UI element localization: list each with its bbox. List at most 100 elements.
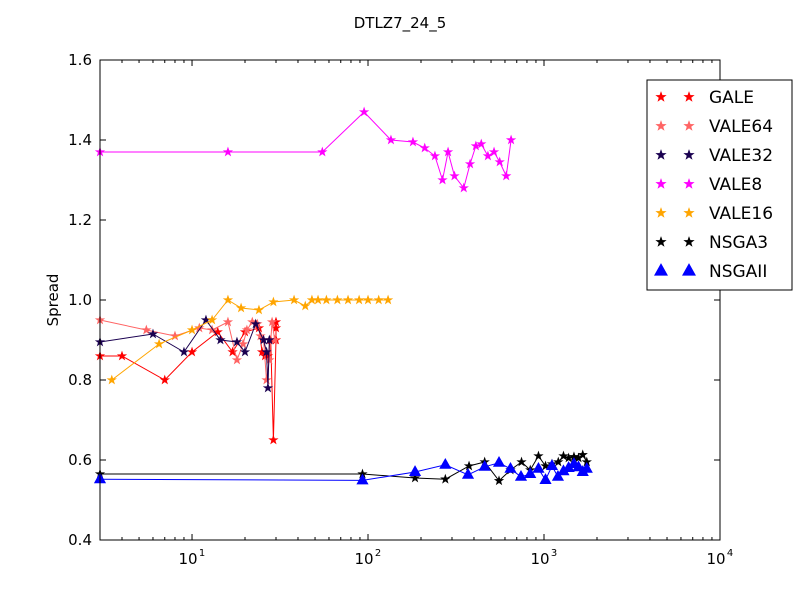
data-point: [478, 459, 491, 471]
x-tick-exponent: 3: [551, 548, 557, 559]
data-point: [382, 294, 394, 305]
y-tick-label: 1.2: [68, 211, 92, 229]
data-point: [147, 328, 159, 339]
series-nsgaii: [93, 455, 593, 485]
x-tick-label: 10: [530, 550, 549, 568]
data-point: [231, 354, 243, 365]
plot-frame: [99, 59, 721, 541]
data-point: [239, 346, 251, 357]
data-point: [215, 334, 226, 345]
data-point: [577, 449, 588, 460]
data-point: [516, 456, 527, 467]
legend-label: NSGA3: [709, 233, 768, 253]
legend-label: GALE: [709, 88, 754, 108]
x-tick-label: 10: [178, 550, 197, 568]
data-point: [558, 450, 569, 461]
data-point: [206, 324, 218, 335]
legend-item-vale32: VALE32: [655, 146, 773, 166]
data-point: [250, 318, 261, 329]
legend-item-nsga3: NSGA3: [655, 233, 768, 253]
ticks-layer: 0.40.60.81.01.21.41.610 1 10 2 10 3 10 4: [68, 51, 733, 568]
data-point: [362, 294, 374, 305]
data-point: [493, 475, 505, 486]
data-point: [488, 146, 500, 157]
data-point: [288, 294, 300, 305]
data-point: [261, 346, 272, 357]
data-point: [458, 182, 469, 193]
data-point: [505, 134, 517, 145]
legend-marker: [683, 207, 695, 218]
data-point: [501, 170, 512, 181]
data-point: [409, 472, 421, 483]
data-point: [551, 469, 565, 481]
series-line: [99, 319, 270, 389]
data-point: [255, 330, 266, 341]
data-point: [373, 294, 384, 305]
data-point: [492, 455, 506, 467]
legend-marker: [655, 149, 667, 160]
data-point: [300, 300, 311, 311]
data-point: [532, 461, 545, 473]
data-point: [235, 302, 247, 313]
data-point: [153, 338, 165, 349]
series-layer: [93, 106, 593, 486]
y-tick-label: 1.4: [68, 131, 92, 149]
legend-label: VALE64: [709, 117, 773, 137]
x-tick-label: 10: [706, 550, 725, 568]
x-tick-exponent: 2: [375, 548, 381, 559]
legend-item-vale8: VALE8: [655, 175, 762, 195]
data-point: [241, 324, 253, 335]
data-point: [264, 354, 275, 365]
data-point: [482, 150, 494, 161]
legend-marker: [655, 120, 667, 131]
x-tick-label: 10: [354, 550, 373, 568]
legend-label: VALE16: [709, 204, 773, 224]
data-point: [321, 294, 332, 305]
data-point: [353, 294, 365, 305]
data-point: [206, 314, 218, 325]
legend-item-vale64: VALE64: [655, 117, 773, 137]
legend-item-gale: GALE: [655, 88, 754, 108]
data-point: [231, 336, 243, 347]
data-point: [266, 316, 278, 327]
legend-label: VALE32: [709, 146, 773, 166]
data-point: [222, 146, 234, 157]
legend-marker: [683, 120, 695, 131]
y-tick-label: 1.6: [68, 51, 92, 69]
data-point: [440, 473, 451, 484]
data-point: [222, 316, 234, 327]
legend-marker: [655, 91, 667, 102]
legend-marker: [655, 207, 667, 218]
data-point: [545, 459, 559, 471]
legend-marker: [655, 178, 667, 189]
data-point: [237, 338, 249, 349]
series-line: [100, 111, 512, 190]
y-tick-label: 0.4: [68, 531, 92, 549]
series-gale: [94, 316, 282, 445]
legend-marker: [683, 91, 695, 102]
data-point: [437, 174, 448, 185]
data-point: [186, 324, 198, 335]
data-point: [264, 334, 275, 345]
data-point: [141, 324, 152, 335]
data-point: [261, 374, 272, 385]
legend-box: [646, 79, 793, 291]
y-tick-label: 0.6: [68, 451, 92, 469]
data-point: [106, 374, 117, 385]
legend-marker: [683, 178, 695, 189]
legend-marker: [683, 236, 695, 247]
data-point: [533, 450, 544, 461]
data-point: [476, 138, 487, 149]
data-point: [408, 465, 422, 477]
series-vale64: [94, 314, 280, 385]
legend: GALE VALE64 VALE32 VALE8 VALE16 NSGA3 NSGAII: [646, 79, 793, 291]
y-axis-label: Spread: [44, 274, 62, 327]
legend-item-nsgaii: NSGAII: [654, 262, 767, 282]
legend-marker: [655, 236, 667, 247]
x-tick-exponent: 1: [199, 548, 205, 559]
data-point: [227, 346, 238, 357]
series-line: [100, 454, 588, 482]
data-point: [186, 346, 198, 357]
data-point: [342, 294, 354, 305]
